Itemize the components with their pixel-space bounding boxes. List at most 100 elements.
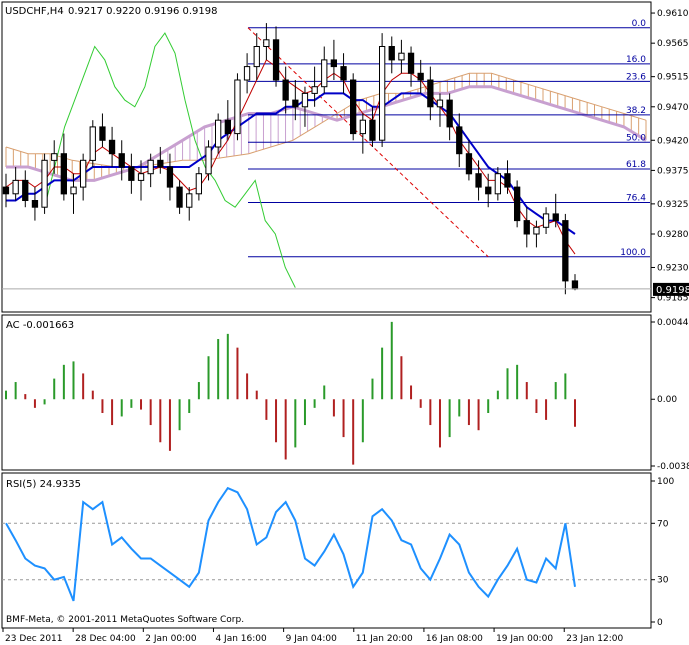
candle (311, 66, 318, 107)
candle (51, 140, 58, 174)
candle (485, 173, 492, 208)
fibo-level-label: 50.0 (626, 133, 646, 143)
ac-tick-label: 0.00 (657, 395, 677, 405)
candle (12, 167, 19, 201)
candle (523, 207, 530, 248)
candle-body (427, 79, 434, 108)
candle (118, 140, 125, 181)
candle (147, 153, 154, 188)
price-tick-label: 0.9420 (657, 136, 689, 146)
candle (533, 220, 540, 248)
candle (504, 160, 511, 194)
candle-body (340, 66, 347, 81)
time-tick-label: 4 Jan 16:00 (215, 634, 267, 644)
candle (22, 170, 29, 208)
candle-body (263, 39, 270, 47)
candle-body (108, 139, 116, 155)
candle (137, 160, 145, 201)
rsi-polyline (5, 486, 576, 602)
price-tick-label: 0.9185 (657, 294, 689, 304)
candle-body (51, 153, 58, 161)
fibo-level-label: 0.0 (632, 19, 647, 29)
candle (465, 140, 473, 181)
candle (234, 73, 241, 141)
candle (552, 193, 559, 228)
current-price-label: 0.9198 (656, 285, 689, 296)
kijun-line (6, 92, 576, 235)
candle-body (379, 46, 386, 141)
rsi-levels (2, 522, 651, 581)
candle-body (195, 173, 202, 195)
price-panel-frame (1, 1, 652, 313)
candle (446, 93, 453, 141)
time-axis: 23 Dec 2011 28 Dec 04:00 2 Jan 00:00 4 Jan … (2, 628, 623, 644)
candle-body (41, 159, 48, 208)
candle-body (282, 79, 289, 101)
rsi-tick-label: 30 (657, 576, 669, 586)
time-tick-label: 11 Jan 20:00 (356, 634, 413, 644)
candle (542, 207, 550, 234)
price-tick-label: 0.9375 (657, 166, 689, 176)
candle-body (446, 99, 453, 128)
candle (436, 93, 444, 127)
candle (272, 26, 280, 87)
candle-body (215, 119, 222, 148)
candle (176, 180, 183, 214)
tenkan-line (5, 59, 576, 255)
time-tick-label: 28 Dec 04:00 (75, 634, 136, 644)
candle (80, 153, 87, 201)
candle-body (552, 213, 559, 222)
candle (263, 23, 270, 60)
rsi-label: RSI(5) 24.9335 (6, 479, 81, 490)
ac-panel-frame (1, 314, 652, 471)
candle (407, 46, 415, 87)
candle (427, 66, 434, 121)
candle-body (485, 186, 492, 195)
candle (359, 113, 367, 154)
tenkan-sen (5, 59, 576, 255)
candle-body (571, 280, 579, 290)
ac-tick-label: -0.00388 (657, 462, 689, 472)
candle-body (514, 186, 521, 222)
candle-body (311, 86, 318, 94)
candle (195, 167, 202, 201)
candle-body (301, 92, 309, 108)
candle-body (157, 159, 164, 168)
ac-label: AC -0.001663 (6, 320, 74, 331)
candle-body (523, 220, 530, 235)
candlesticks (2, 23, 579, 295)
candle-body (436, 99, 444, 108)
candle-body (359, 119, 367, 135)
candle (186, 187, 193, 221)
candle-body (253, 46, 260, 68)
fibo-level-label: 61.8 (626, 160, 646, 170)
price-tick-label: 0.9610 (657, 9, 689, 19)
time-tick-label: 23 Jan 12:00 (566, 634, 623, 644)
candle (369, 106, 376, 147)
fibo-level-label: 16.0 (626, 55, 646, 65)
candle-body (70, 186, 77, 195)
candle-body (186, 193, 193, 208)
candle-body (12, 179, 19, 195)
rsi-panel-frame (1, 472, 652, 629)
candle-body (176, 186, 183, 208)
candle-body (292, 99, 299, 108)
candle (89, 120, 96, 168)
candle (494, 167, 502, 201)
candle-body (398, 52, 405, 61)
candle (321, 46, 328, 94)
candle-body (205, 146, 212, 175)
candle-body (272, 39, 280, 81)
copyright-text: BMF-Meta, © 2001-2011 MetaQuotes Softwar… (6, 615, 244, 625)
ac-histogram (5, 321, 576, 465)
candle (31, 187, 39, 221)
candle (205, 140, 212, 181)
current-price-tag: 0.9198 (653, 282, 689, 296)
candle (379, 33, 386, 147)
kijun-sen (6, 92, 576, 235)
ac-axis: 0.00449 0.00 -0.00388 (651, 318, 689, 472)
candle-body (533, 226, 540, 235)
trend-line (247, 27, 489, 258)
candle (253, 33, 260, 80)
